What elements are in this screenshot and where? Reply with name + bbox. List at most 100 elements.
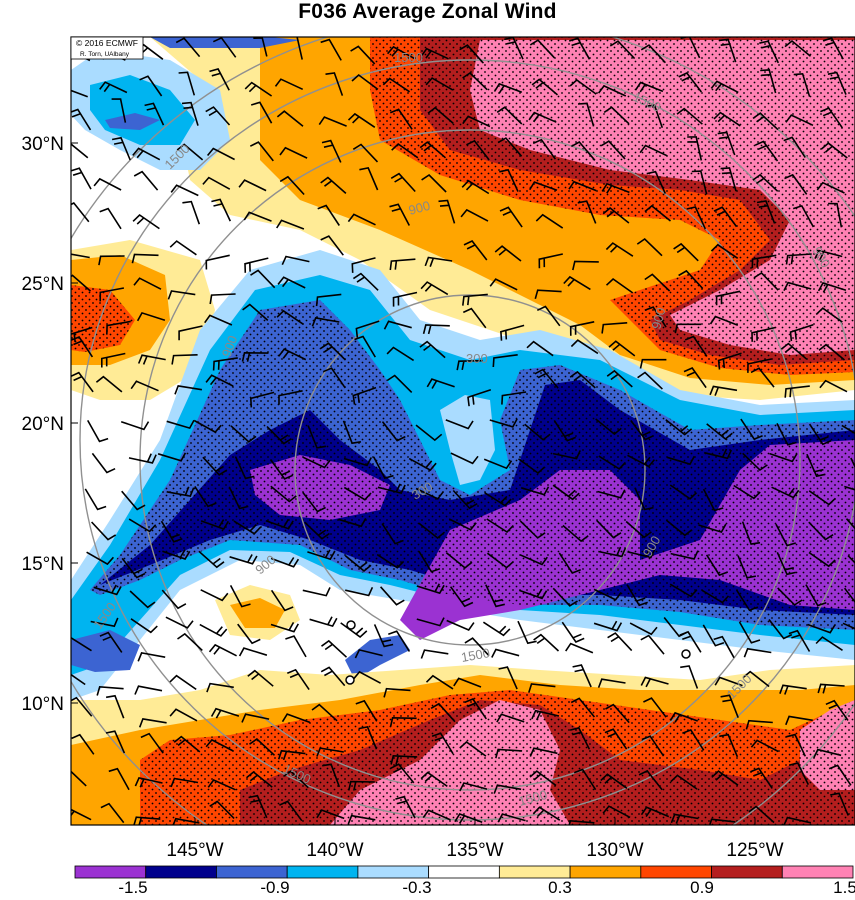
wind-barb <box>825 699 849 721</box>
wind-barb <box>597 84 627 97</box>
contour-label: 900 <box>648 306 668 331</box>
wind-barb <box>386 346 415 362</box>
wind-barb <box>519 554 548 566</box>
colorbar-swatch <box>640 865 712 879</box>
wind-barb <box>808 490 836 506</box>
wind-barb <box>788 762 810 785</box>
neg-wedge <box>440 395 495 485</box>
wind-barb <box>702 624 725 647</box>
wind-barb <box>558 552 581 574</box>
wind-barb <box>625 520 652 539</box>
wind-barb <box>822 37 844 60</box>
wind-barb <box>483 458 513 470</box>
wind-barb <box>175 37 201 58</box>
wind-barb <box>606 369 633 388</box>
wind-barb <box>552 450 581 460</box>
wind-barb <box>462 115 491 128</box>
wind-barb <box>743 647 772 658</box>
lon-axis: 145°W 140°W 135°W 130°W 125°W <box>166 818 784 861</box>
wind-barb <box>386 374 413 393</box>
wind-barb <box>230 425 257 443</box>
wind-barb <box>701 589 730 604</box>
wind-barb <box>320 666 346 687</box>
wind-barb <box>343 457 373 467</box>
wind-barb <box>719 38 737 63</box>
wind-barb <box>390 763 415 784</box>
wind-barb <box>776 423 797 446</box>
wind-barb <box>646 170 667 194</box>
wind-barb <box>493 784 522 794</box>
wind-barb <box>497 813 526 823</box>
wind-barb <box>427 106 454 125</box>
wind-barb <box>311 703 338 722</box>
wind-barb <box>204 314 233 326</box>
wind-barb <box>106 320 131 335</box>
wind-barb <box>198 550 225 569</box>
wind-barb <box>358 725 378 750</box>
lon-label: 140°W <box>306 840 363 861</box>
wind-barb <box>459 740 487 757</box>
wind-barb <box>529 181 558 192</box>
wind-barb <box>519 588 548 600</box>
wind-barb <box>446 619 475 631</box>
wind-barb <box>608 340 636 357</box>
wind-barb <box>93 177 122 191</box>
wind-barb <box>603 106 630 125</box>
wind-barb <box>279 175 305 196</box>
wind-barb <box>395 795 416 819</box>
wind-barb <box>493 82 523 94</box>
wind-barb <box>208 643 237 657</box>
wind-barb <box>461 179 490 195</box>
wind-barb <box>71 201 90 223</box>
colorbar-label: -1.5 <box>118 878 147 897</box>
wind-barb <box>302 492 326 513</box>
contour-label: 1500 <box>394 50 423 65</box>
wind-barb <box>467 388 492 407</box>
wind-barb <box>638 769 663 791</box>
wind-barbs <box>71 37 855 825</box>
wind-barb <box>167 290 196 300</box>
wind-barb <box>91 521 117 541</box>
wind-barb <box>499 206 523 228</box>
wind-barb <box>563 275 591 291</box>
wind-barb <box>751 254 777 269</box>
wind-barb <box>627 547 656 559</box>
wind-barb <box>389 716 417 727</box>
wind-barb <box>383 320 412 330</box>
wind-barb <box>345 586 374 597</box>
wind-barb <box>247 669 274 687</box>
wind-barb <box>86 551 114 566</box>
wind-barb <box>741 521 761 545</box>
wind-barb <box>640 676 669 688</box>
wind-barb <box>602 805 631 819</box>
wind-barb <box>376 553 405 569</box>
wind-barb <box>569 370 596 389</box>
wind-barb <box>501 391 527 405</box>
wind-barb <box>713 635 735 659</box>
wind-barb <box>669 711 698 723</box>
wind-barb <box>422 324 450 335</box>
wind-barb <box>173 735 201 753</box>
wind-barb <box>532 138 557 160</box>
wind-barb <box>705 554 729 577</box>
wind-barb <box>421 173 447 193</box>
wind-barb <box>176 143 204 161</box>
wind-barb <box>419 340 446 359</box>
wind-barb <box>720 694 739 718</box>
calm-marker <box>345 675 355 685</box>
wind-barb <box>776 551 796 576</box>
wind-barb <box>569 321 595 336</box>
wind-barb <box>71 371 94 393</box>
wind-barb <box>100 802 125 824</box>
wind-barb <box>200 589 229 602</box>
wind-barb <box>93 584 122 596</box>
wind-barb <box>95 375 123 393</box>
wind-barb <box>673 242 699 262</box>
wind-barb <box>598 455 626 470</box>
colorbar-label: -0.3 <box>402 878 431 897</box>
wind-barb <box>390 172 416 193</box>
wind-barb <box>438 199 456 224</box>
wind-barb <box>750 739 779 753</box>
wind-barb <box>424 256 453 267</box>
wind-barb <box>456 359 483 371</box>
